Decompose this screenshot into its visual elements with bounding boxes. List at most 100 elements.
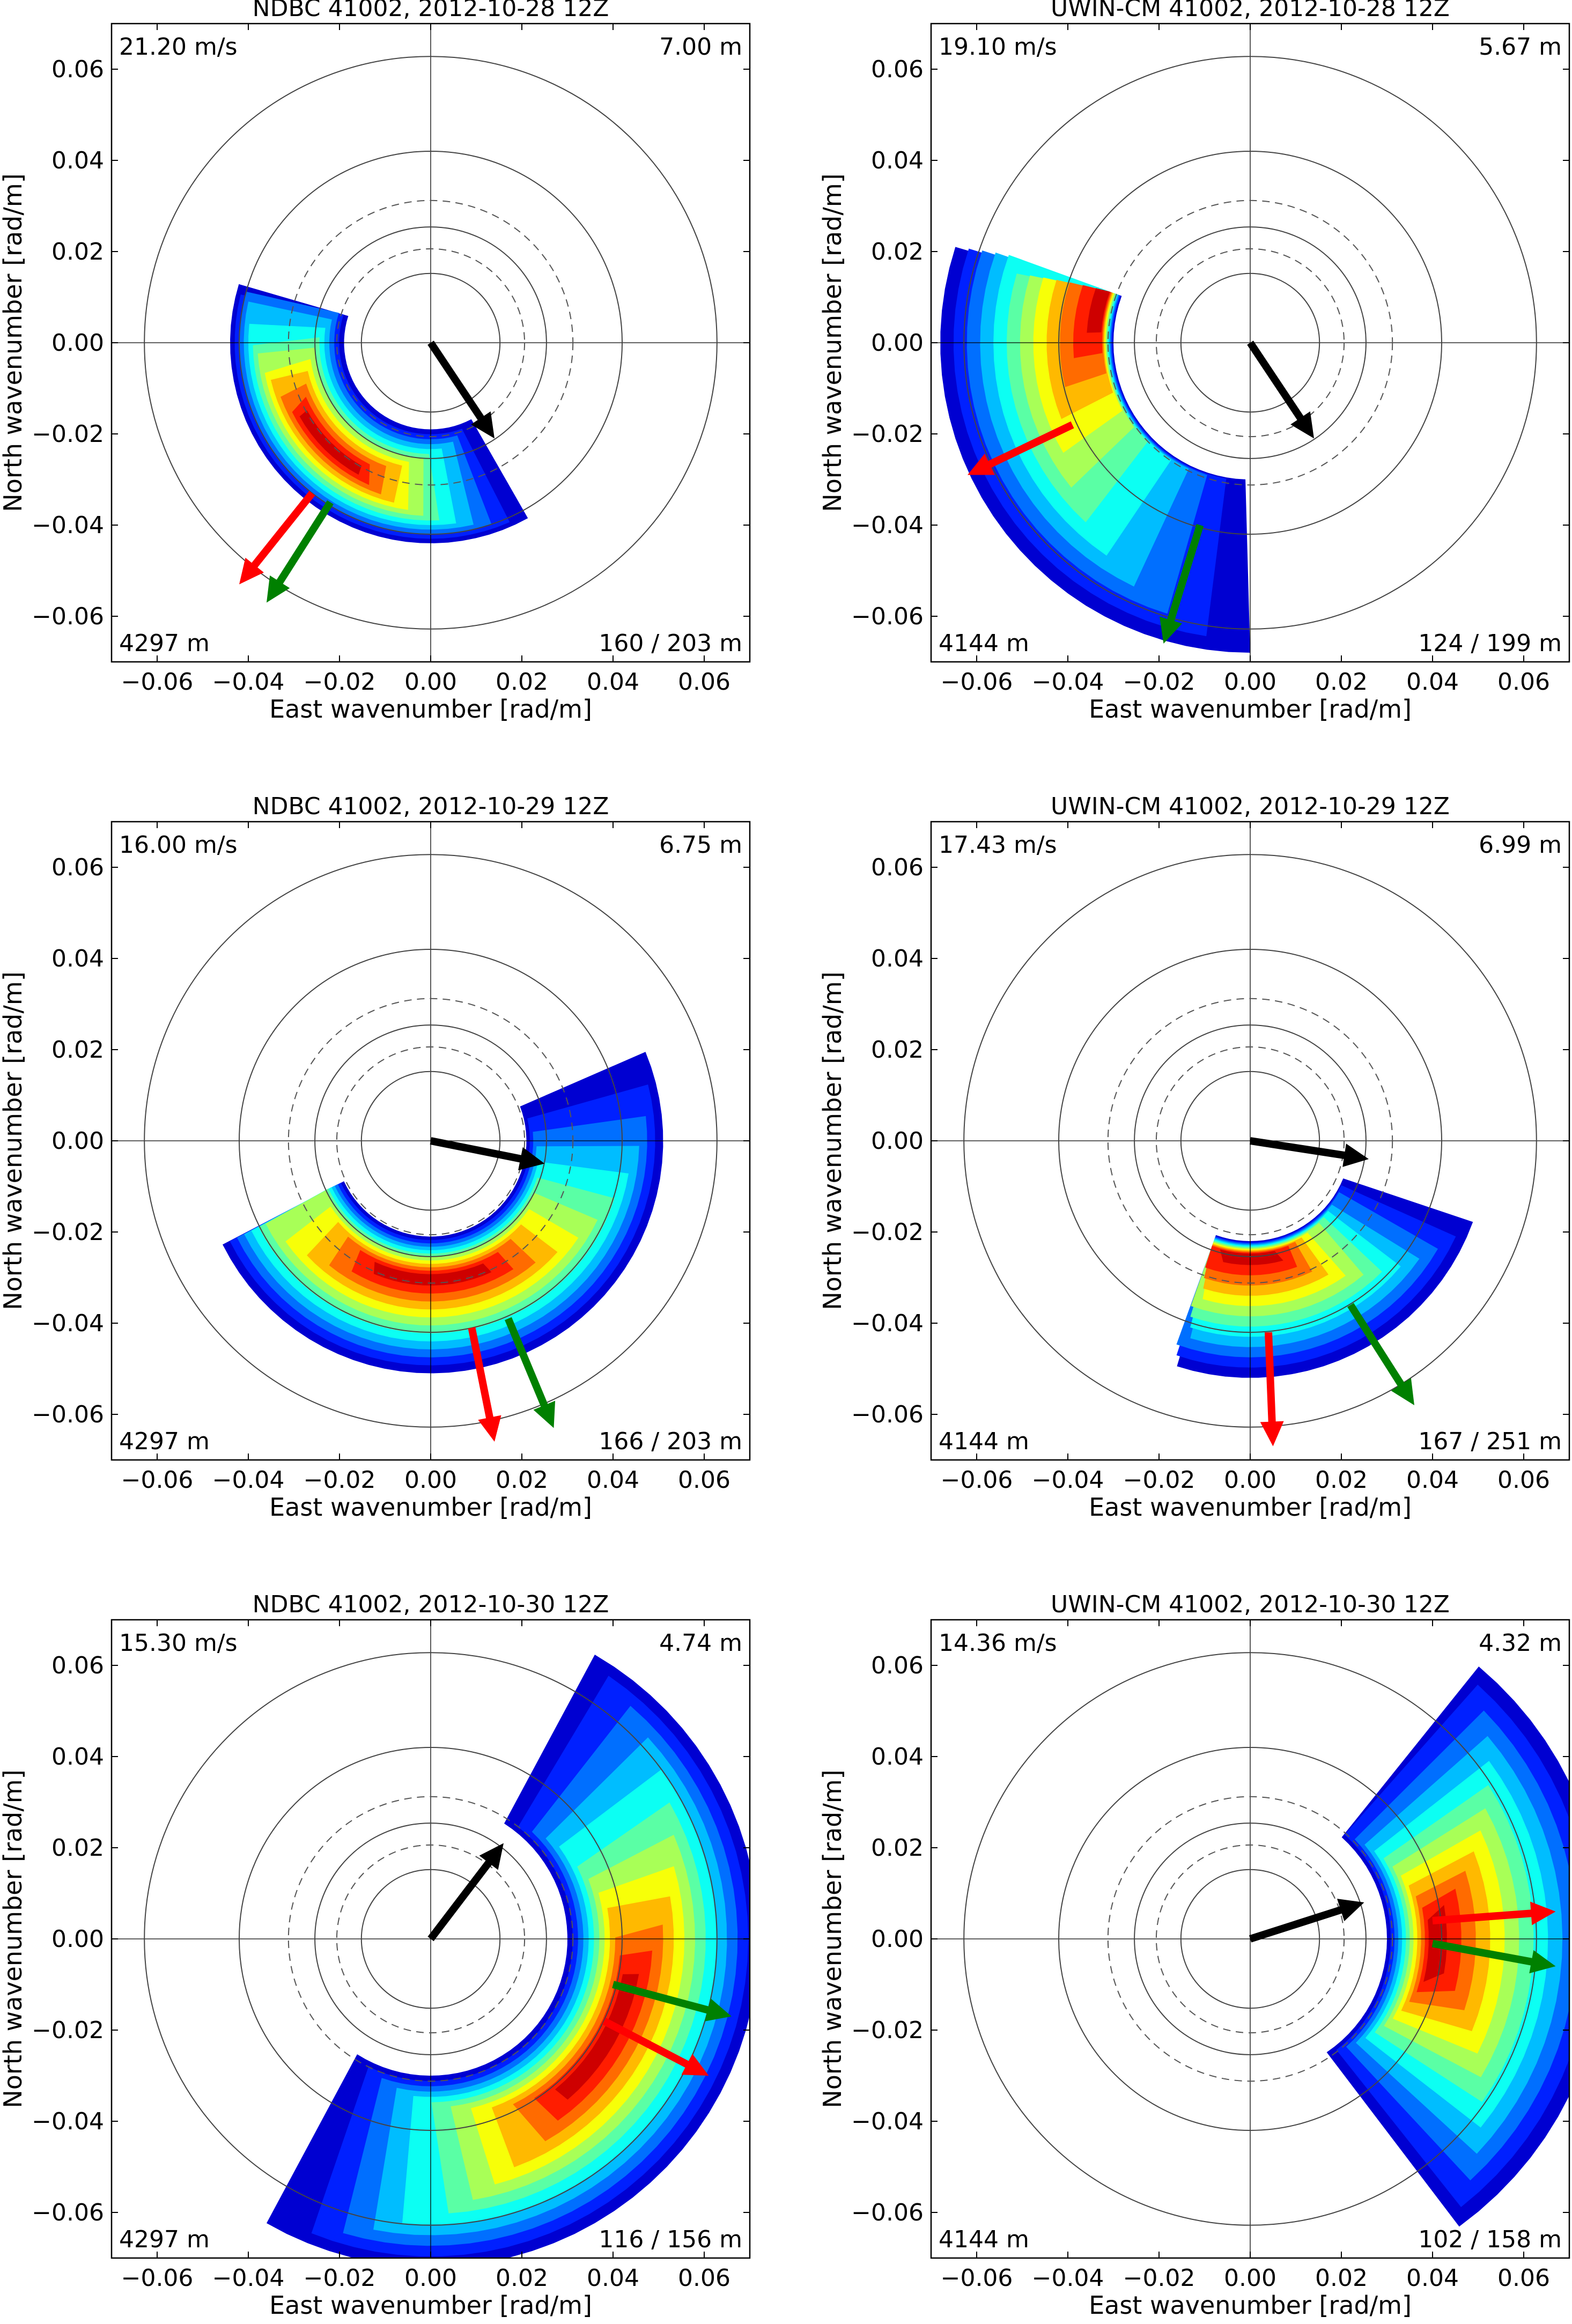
y-tick-label: 0.00	[51, 1925, 104, 1953]
x-tick-label: 0.00	[1224, 1466, 1276, 1494]
direction-arrow	[267, 500, 334, 603]
depth-label: 4144 m	[939, 1428, 1029, 1455]
y-axis-label: North wavenumber [rad/m]	[0, 971, 27, 1310]
wavelength-ring	[144, 854, 718, 1428]
x-tick-label: 0.02	[496, 668, 548, 696]
y-tick-label: 0.00	[51, 329, 104, 357]
direction-arrow	[505, 1317, 556, 1428]
wave-height-label: 4.74 m	[659, 1629, 742, 1657]
depth-label: 4144 m	[939, 630, 1029, 657]
direction-arrow	[1160, 523, 1204, 644]
y-tick-label: 0.04	[871, 945, 924, 972]
y-tick-label: 0.04	[51, 945, 104, 972]
x-tick-label: 0.02	[1315, 2264, 1368, 2292]
direction-arrow	[968, 421, 1074, 475]
y-tick-label: −0.02	[851, 1219, 924, 1246]
arrow-shape	[1347, 1303, 1414, 1405]
direction-arrow	[1347, 1303, 1414, 1405]
y-tick-label: 0.06	[871, 854, 924, 881]
wavelength-label: 124 / 199 m	[1418, 630, 1562, 657]
contour-level	[1220, 1249, 1283, 1265]
wavelength-ring	[144, 56, 718, 630]
y-tick-label: −0.06	[32, 1401, 104, 1428]
y-tick-label: 0.04	[871, 147, 924, 174]
x-tick-label: −0.02	[1123, 668, 1195, 696]
y-tick-label: 0.02	[51, 1834, 104, 1862]
wavelength-ring	[1180, 1869, 1320, 2009]
spectrum-contours	[230, 284, 528, 543]
contour-level	[373, 1261, 492, 1286]
direction-arrow	[1247, 341, 1314, 439]
x-tick-label: −0.06	[121, 668, 194, 696]
y-tick-label: 0.06	[871, 1652, 924, 1679]
wavelength-ring	[336, 1844, 526, 2034]
y-axis-label: North wavenumber [rad/m]	[818, 971, 847, 1310]
plot-area	[112, 24, 750, 662]
plot-area	[931, 1620, 1569, 2258]
wavelength-ring	[314, 1823, 547, 2055]
y-tick-label: 0.04	[51, 1743, 104, 1770]
depth-label: 4297 m	[119, 1428, 210, 1455]
arrow-shape	[505, 1317, 556, 1428]
panel-title: NDBC 41002, 2012-10-29 12Z	[253, 793, 609, 820]
y-tick-label: −0.02	[851, 2017, 924, 2044]
direction-arrow	[1260, 1332, 1284, 1447]
y-tick-label: 0.02	[51, 238, 104, 265]
arrow-shape	[602, 2017, 709, 2076]
y-tick-label: −0.04	[851, 2108, 924, 2135]
y-tick-label: 0.02	[871, 1036, 924, 1064]
panel-3: −0.06 −0.06 −0.04 −0.04 −0.02 −0.02 0.00 0.00 0.…	[0, 793, 751, 1522]
spectrum-contours	[223, 1052, 663, 1374]
y-tick-label: −0.04	[32, 512, 104, 539]
wavelength-ring	[963, 56, 1537, 630]
wavelength-ring	[239, 151, 623, 535]
wavelength-label: 160 / 203 m	[599, 630, 742, 657]
wavelength-ring	[287, 998, 574, 1284]
wave-height-label: 5.67 m	[1479, 33, 1562, 61]
wavelength-ring	[314, 1024, 547, 1257]
x-tick-label: 0.04	[1406, 2264, 1459, 2292]
panel-5: −0.06 −0.06 −0.04 −0.04 −0.02 −0.02 0.00 0.00 0.…	[0, 1591, 751, 2320]
arrow-shape	[1431, 1939, 1556, 1974]
depth-label: 4297 m	[119, 2226, 210, 2253]
y-tick-label: 0.06	[871, 56, 924, 83]
arrow-shape	[427, 341, 495, 439]
wave-height-label: 4.32 m	[1479, 1629, 1562, 1657]
y-tick-label: 0.00	[871, 329, 924, 357]
wavelength-ring	[239, 949, 623, 1333]
wavelength-ring	[1058, 1747, 1442, 2131]
x-tick-label: −0.04	[212, 2264, 285, 2292]
direction-arrow	[602, 2017, 709, 2076]
x-tick-label: 0.00	[404, 2264, 457, 2292]
wave-height-label: 6.99 m	[1479, 831, 1562, 859]
y-tick-label: −0.06	[851, 1401, 924, 1428]
plot-area	[112, 822, 750, 1460]
x-tick-label: −0.06	[941, 2264, 1013, 2292]
x-tick-label: 0.04	[587, 2264, 639, 2292]
x-tick-label: −0.02	[304, 2264, 376, 2292]
x-tick-label: 0.06	[678, 1466, 730, 1494]
y-tick-label: −0.04	[32, 1310, 104, 1337]
x-tick-label: 0.00	[1224, 2264, 1276, 2292]
y-tick-label: −0.02	[32, 2017, 104, 2044]
wavelength-label: 102 / 158 m	[1418, 2226, 1562, 2253]
contour-level	[329, 1236, 536, 1302]
arrow-shape	[968, 421, 1074, 475]
y-tick-label: 0.04	[871, 1743, 924, 1770]
panel-1: −0.06 −0.06 −0.04 −0.04 −0.02 −0.02 0.00 0.00 0.…	[0, 0, 751, 724]
wind-speed-label: 19.10 m/s	[939, 33, 1057, 61]
y-tick-label: −0.04	[32, 2108, 104, 2135]
x-tick-label: 0.06	[678, 668, 730, 696]
direction-arrow	[468, 1327, 501, 1442]
x-axis-label: East wavenumber [rad/m]	[1089, 1493, 1412, 1522]
wavelength-ring	[1155, 1844, 1345, 2034]
x-tick-label: −0.06	[941, 1466, 1013, 1494]
y-tick-label: 0.06	[51, 854, 104, 881]
wavelength-ring	[1180, 272, 1320, 413]
contour-level	[555, 1974, 639, 2100]
wind-speed-label: 15.30 m/s	[119, 1629, 238, 1657]
depth-label: 4144 m	[939, 2226, 1029, 2253]
direction-arrow	[239, 491, 315, 585]
panel-6: −0.06 −0.06 −0.04 −0.04 −0.02 −0.02 0.00 0.00 0.…	[818, 1591, 1570, 2320]
wavelength-ring	[287, 1796, 574, 2082]
